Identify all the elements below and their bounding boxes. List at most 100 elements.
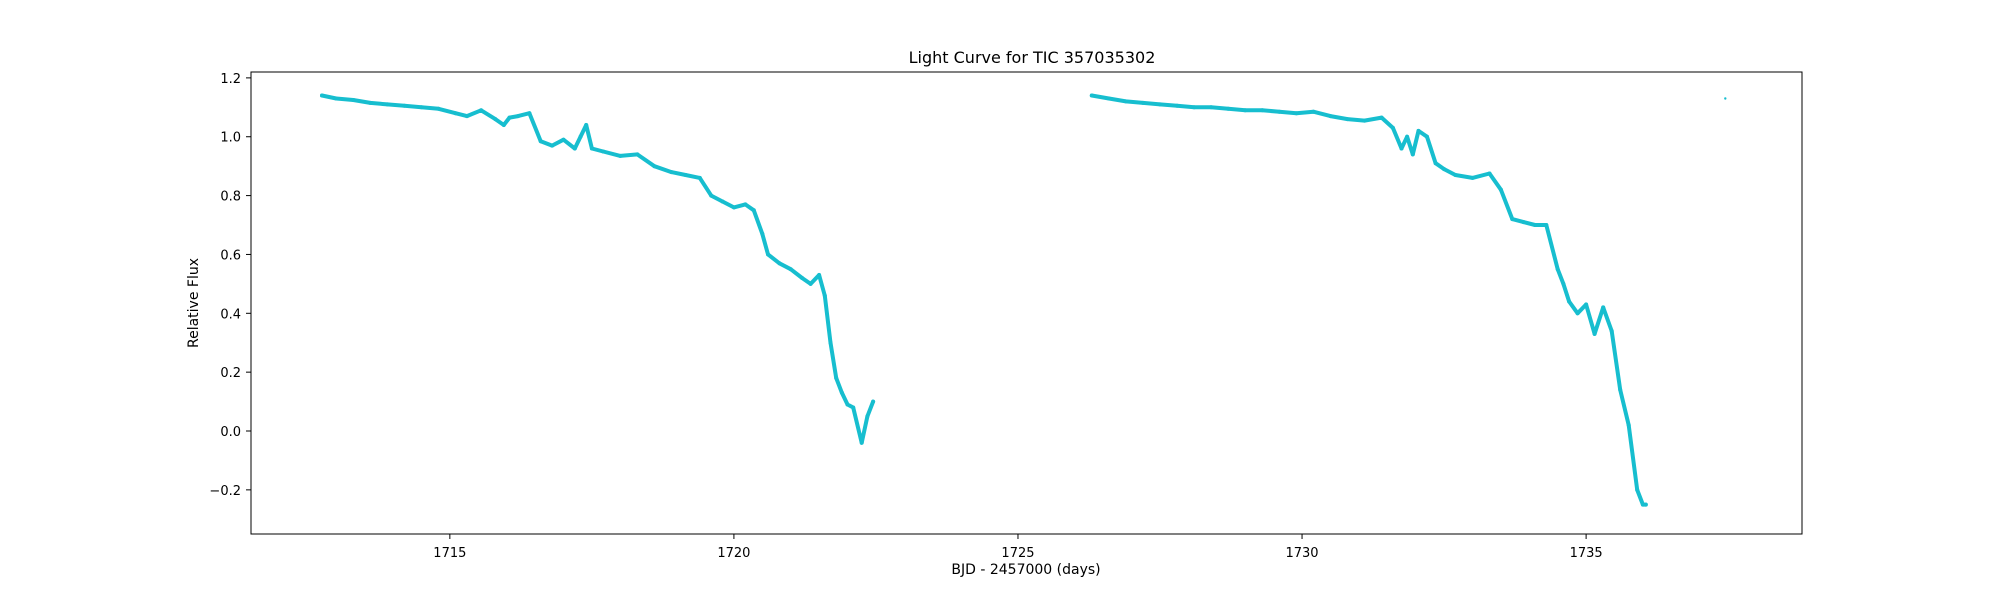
data-point [589,146,594,151]
data-point [1555,267,1560,272]
data-point [1442,167,1447,172]
data-point [1416,128,1421,133]
data-point [839,390,844,395]
data-point [1175,103,1180,108]
data-point [550,143,555,148]
data-point [507,115,512,120]
data-point [1521,220,1526,225]
y-tick-label: 0.6 [220,248,241,263]
data-point [822,293,827,298]
data-point [828,340,833,345]
data-point [1328,114,1333,119]
data-point [527,111,532,116]
data-point [1390,125,1395,130]
data-point [1277,109,1282,114]
y-tick-label: 0.4 [220,307,241,322]
data-point [464,114,469,119]
x-axis-label: BJD - 2457000 (days) [951,562,1100,578]
data-point [1498,187,1503,192]
x-tick-label: 1735 [1570,546,1603,561]
data-point [561,137,566,142]
data-point [572,146,577,151]
data-point [845,402,850,407]
data-point [618,153,623,158]
data-point [1724,97,1727,100]
data-point [871,399,876,404]
data-point [1510,217,1515,222]
data-point [1592,331,1597,336]
data-point [865,414,870,419]
data-point [709,193,714,198]
data-point [1533,223,1537,227]
x-tick-label: 1715 [433,546,466,561]
data-point [1433,161,1438,166]
data-point [436,106,441,111]
data-point [1635,487,1640,492]
data-point [351,98,356,102]
data-point [1410,152,1415,157]
data-point [584,123,589,127]
data-point [859,440,864,445]
data-point [788,267,793,272]
data-point [1209,105,1214,110]
data-point [601,149,606,154]
data-point [1089,93,1094,98]
data-point [1362,118,1367,123]
data-point [1405,134,1410,139]
y-tick-label: 1.2 [220,72,241,87]
data-point [1243,108,1248,113]
data-point [578,134,583,139]
data-point [851,405,856,410]
data-point [516,114,520,119]
data-point [652,164,657,169]
data-point [1345,117,1350,122]
data-point [368,100,373,105]
data-points [320,93,1727,507]
data-point [669,170,674,175]
y-tick-label: 0.8 [220,190,241,205]
x-axis-ticks: 1715 1720 1725 1730 1735 [433,534,1603,561]
data-point [1158,102,1162,107]
data-point [683,173,688,177]
data-point [1584,302,1589,307]
data-point [1260,108,1265,113]
data-point [1561,281,1566,286]
data-point [1399,146,1404,151]
data-point [453,111,458,116]
data-point [1601,305,1606,310]
data-point [1425,134,1429,139]
data-point [1294,111,1299,116]
data-point [760,231,765,236]
data-point [1487,171,1492,176]
x-tick-label: 1720 [717,546,750,561]
data-point [1453,173,1458,177]
data-point [834,376,839,380]
data-point [808,281,813,286]
y-axis-label: Relative Flux [186,258,202,348]
y-tick-label: 1.0 [220,131,241,146]
data-point [766,252,770,257]
data-point [1106,96,1111,101]
y-tick-label: −0.2 [209,484,241,499]
data-point [800,276,805,280]
data-point [1470,175,1475,180]
data-point [385,102,390,107]
data-point [635,152,640,157]
data-point [493,117,498,122]
x-tick-label: 1730 [1285,546,1318,561]
data-point [743,202,748,207]
data-point [1567,299,1572,304]
y-tick-label: 0.0 [220,425,241,440]
chart-title: Light Curve for TIC 357035302 [909,48,1156,67]
data-point [817,273,822,277]
data-point [334,96,339,101]
x-tick-label: 1725 [1001,546,1034,561]
data-point [1609,329,1614,333]
data-point [1575,311,1580,316]
data-point [1640,502,1645,507]
data-point [1192,105,1197,110]
data-point [720,199,725,204]
data-point [320,93,324,98]
